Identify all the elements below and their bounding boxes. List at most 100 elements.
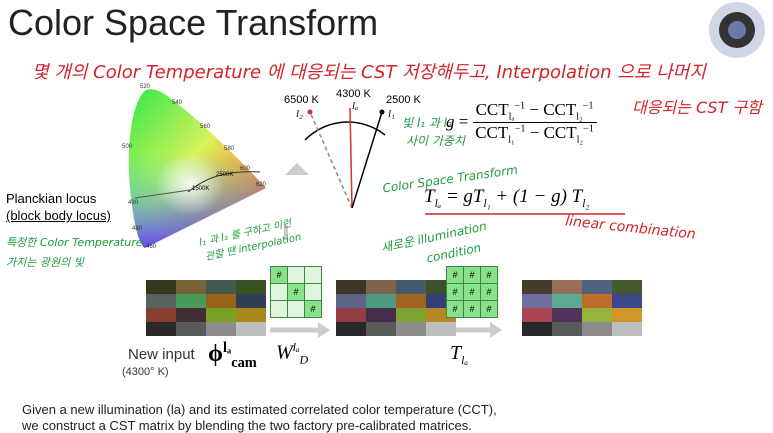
wavelength-label: 500 [122, 144, 133, 150]
numerator: CCTlₐ−1 − CCTl₂−1 [472, 100, 597, 124]
color-patch [336, 294, 366, 308]
locus-temp: 2500K [216, 172, 234, 178]
color-patch [206, 280, 236, 294]
temp-label: 6500 K [284, 94, 319, 106]
matrix-cell [304, 283, 322, 301]
annotation: 가지는 광원의 빛 [6, 256, 84, 269]
color-patch [522, 322, 552, 336]
color-patch [522, 294, 552, 308]
color-patch [146, 322, 176, 336]
color-patch [396, 280, 426, 294]
wavelength-label: 540 [172, 100, 183, 106]
color-patch [146, 294, 176, 308]
matrix-cell [304, 266, 322, 284]
sup: −1 [514, 100, 526, 112]
formula-symbol: g [446, 111, 455, 131]
sub: l₁ [508, 134, 515, 146]
temperature-vectors [285, 107, 386, 209]
matrix-cell: # [463, 283, 481, 301]
color-patch [582, 308, 612, 322]
camera-icon [709, 2, 765, 58]
color-patch [236, 322, 266, 336]
color-patch [206, 294, 236, 308]
light-label: lₐ [352, 100, 359, 112]
matrix-cell: # [304, 300, 322, 318]
annotation: 몇 개의 Color Temperature 에 대응되는 CST 저장해두고,… [32, 62, 706, 83]
color-patch [426, 322, 456, 336]
blend-formula: Tlₐ = gTl₁ + (1 − g) Tl₂ [424, 186, 589, 210]
term: T [424, 186, 435, 207]
color-patch [336, 308, 366, 322]
wavelength-label: 460 [146, 244, 157, 250]
matrix-cell: # [480, 283, 498, 301]
temp-label: 2500 K [386, 94, 421, 106]
matrix-cell: # [287, 283, 305, 301]
locus-label: Planckian locus [6, 191, 97, 206]
chromaticity-diagram [128, 89, 266, 248]
op: − [529, 123, 540, 143]
op: = [445, 186, 459, 207]
color-patch [552, 280, 582, 294]
color-patch [336, 280, 366, 294]
color-patch [366, 308, 396, 322]
formula-symbol: = [458, 111, 469, 131]
fraction: CCTlₐ−1 − CCTl₂−1 CCTl₁−1 − CCTl₂−1 [472, 100, 597, 146]
matrix-cell: # [446, 266, 464, 284]
term: T [571, 186, 583, 207]
color-patch [366, 322, 396, 336]
color-patch [612, 322, 642, 336]
color-patch [612, 308, 642, 322]
input-temp: (4300° K) [122, 366, 169, 378]
color-patch [206, 308, 236, 322]
sub: l₂ [582, 197, 590, 210]
matrix-cell [270, 300, 288, 318]
term: CCT [475, 123, 509, 143]
color-patch [206, 322, 236, 336]
light-label: l₂ [296, 108, 303, 120]
color-patch [146, 280, 176, 294]
matrix-cell [270, 283, 288, 301]
caption: Given a new illumination (la) and its es… [22, 402, 497, 417]
op: − [529, 100, 539, 119]
wavelength-label: 580 [224, 146, 235, 152]
color-patch [236, 308, 266, 322]
sup: lₐ [222, 340, 232, 356]
arrows [270, 225, 502, 338]
input-label: New input [128, 346, 195, 363]
caption: we construct a CST matrix by blending th… [22, 418, 472, 433]
term: ϕ [208, 341, 223, 367]
wavelength-label: 600 [240, 166, 251, 172]
color-patch [176, 294, 206, 308]
matrix-cell: # [480, 266, 498, 284]
matrix-cell: # [463, 266, 481, 284]
term: W [276, 341, 293, 364]
annotation: 대응되는 CST 구함 [632, 98, 762, 117]
term: g [463, 186, 473, 207]
sub: l₂ [576, 111, 583, 123]
annotation: 특정한 Color Temperature [6, 236, 143, 249]
sub: cam [231, 354, 257, 371]
color-patch [522, 280, 552, 294]
sup: −1 [583, 123, 594, 135]
denominator: CCTl₁−1 − CCTl₂−1 [473, 123, 597, 145]
sub: lₐ [434, 197, 442, 210]
color-patch [366, 280, 396, 294]
term: T [450, 342, 462, 364]
wd-symbol: WlₐD [276, 340, 308, 368]
wavelength-label: 560 [200, 124, 211, 130]
sup: lₐ [292, 340, 300, 354]
color-patch [236, 280, 266, 294]
phi-symbol: ϕlₐcam [208, 340, 257, 372]
term: CCT [543, 100, 577, 119]
wavelength-label: 490 [128, 200, 139, 206]
wavelength-label: 520 [140, 84, 151, 90]
term: CCT [543, 123, 577, 143]
wavelength-label: 620 [256, 182, 267, 188]
color-patch [396, 322, 426, 336]
color-patch [612, 294, 642, 308]
light-label: l₁ [388, 108, 395, 120]
color-patch [552, 294, 582, 308]
matrix-cell: # [463, 300, 481, 318]
matrix-cell [287, 300, 305, 318]
color-patch [176, 322, 206, 336]
